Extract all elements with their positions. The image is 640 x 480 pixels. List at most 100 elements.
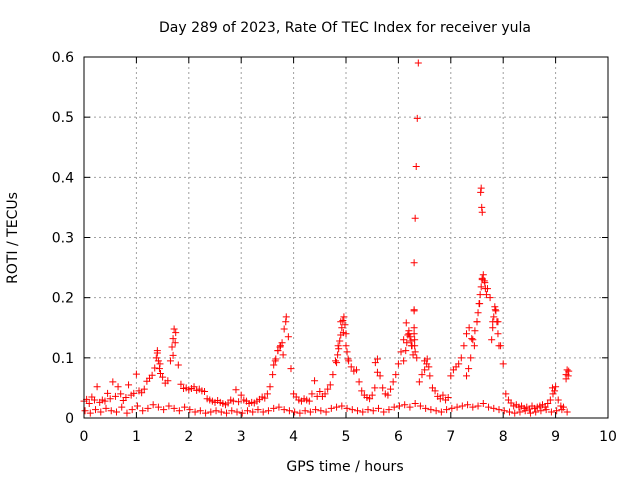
data-point	[485, 403, 493, 411]
data-point	[270, 361, 278, 369]
data-point	[332, 357, 340, 365]
data-point	[563, 408, 571, 416]
data-point	[156, 360, 164, 368]
data-point	[410, 306, 418, 314]
data-point	[263, 390, 271, 398]
data-point	[329, 371, 337, 379]
data-point	[191, 408, 199, 416]
data-point	[564, 372, 572, 380]
data-point	[343, 404, 351, 412]
data-point	[308, 390, 316, 398]
data-point	[402, 347, 410, 355]
data-point	[171, 339, 179, 347]
x-tick-label: 5	[342, 429, 351, 445]
data-point	[138, 389, 146, 397]
data-point	[317, 407, 325, 415]
data-point	[133, 402, 141, 410]
data-point	[411, 400, 419, 408]
data-point	[410, 324, 418, 332]
data-point	[344, 355, 352, 363]
data-point	[537, 407, 545, 415]
data-point	[270, 404, 278, 412]
data-point	[379, 384, 387, 392]
y-tick-label: 0.4	[52, 170, 74, 186]
data-point	[296, 409, 304, 417]
data-point	[311, 377, 319, 385]
data-point	[333, 359, 341, 367]
data-point	[128, 406, 136, 414]
data-point	[232, 386, 240, 394]
data-point	[412, 163, 420, 171]
data-point	[413, 114, 421, 122]
data-point	[422, 404, 430, 412]
data-point	[427, 406, 435, 414]
data-point	[275, 403, 283, 411]
data-point	[259, 408, 267, 416]
data-point	[407, 337, 415, 345]
data-point	[155, 365, 163, 373]
data-point	[494, 330, 502, 338]
data-point	[306, 408, 314, 416]
data-point	[177, 380, 185, 388]
data-point	[492, 307, 500, 315]
data-point	[416, 402, 424, 410]
data-point	[384, 391, 392, 399]
data-point	[371, 384, 379, 392]
data-point	[279, 351, 287, 359]
data-point	[406, 333, 414, 341]
data-point	[229, 397, 237, 405]
data-point	[411, 348, 419, 356]
data-point	[389, 378, 397, 386]
data-point	[390, 403, 398, 411]
data-point	[358, 387, 366, 395]
data-point	[269, 371, 277, 379]
data-point	[106, 395, 114, 403]
data-point	[169, 335, 177, 343]
data-point	[160, 406, 168, 414]
data-point	[202, 409, 210, 417]
data-point	[282, 318, 290, 326]
data-point	[371, 359, 379, 367]
data-point	[102, 404, 110, 412]
data-point	[207, 408, 215, 416]
data-point	[266, 383, 274, 391]
data-point	[444, 394, 452, 402]
data-point	[469, 403, 477, 411]
data-point	[334, 351, 342, 359]
data-point	[488, 336, 496, 344]
data-point	[481, 279, 489, 287]
data-point	[385, 406, 393, 414]
data-point	[460, 342, 468, 350]
data-point	[322, 408, 330, 416]
data-point	[355, 378, 363, 386]
data-point	[335, 345, 343, 353]
data-point	[402, 319, 410, 327]
x-tick-label: 4	[289, 429, 298, 445]
data-point	[426, 372, 434, 380]
data-point	[493, 318, 501, 326]
data-point	[552, 383, 560, 391]
data-point	[201, 388, 209, 396]
data-point	[264, 407, 272, 415]
data-point	[284, 333, 292, 341]
y-tick-label: 0.5	[52, 110, 74, 126]
data-point	[271, 357, 279, 365]
data-point	[342, 342, 350, 350]
data-point	[343, 348, 351, 356]
data-points	[80, 59, 573, 417]
data-point	[480, 277, 488, 285]
data-point	[448, 404, 456, 412]
data-point	[546, 396, 554, 404]
data-point	[327, 404, 335, 412]
data-point	[301, 407, 309, 415]
data-point	[109, 378, 117, 386]
x-tick-label: 6	[394, 429, 403, 445]
data-point	[464, 401, 472, 409]
data-point	[339, 317, 347, 325]
data-point	[491, 306, 499, 314]
y-tick-label: 0.3	[52, 231, 74, 247]
data-point	[112, 408, 120, 416]
data-point	[338, 402, 346, 410]
data-point	[521, 407, 529, 415]
